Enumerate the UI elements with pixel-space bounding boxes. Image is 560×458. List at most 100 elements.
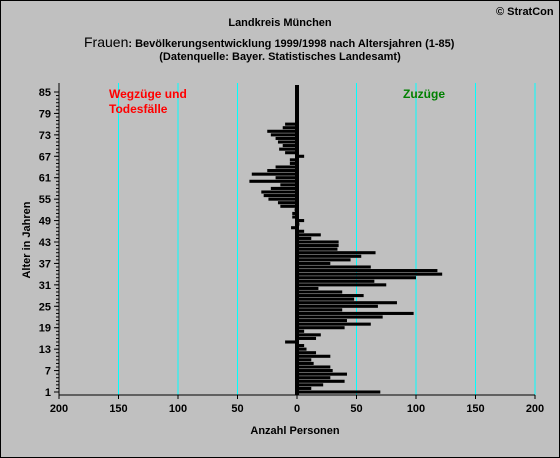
data-bar xyxy=(251,172,297,176)
y-tick-label: 49 xyxy=(39,216,51,228)
x-tick-label: 50 xyxy=(350,403,362,415)
y-tick-label: 55 xyxy=(39,194,51,206)
data-bar xyxy=(297,308,343,312)
data-bar xyxy=(280,204,297,208)
data-bar xyxy=(270,133,297,137)
data-bar xyxy=(270,186,297,190)
chart-subtitle: Frauen: Bevölkerungsentwicklung 1999/199… xyxy=(84,34,454,50)
data-bar xyxy=(297,336,317,340)
data-bar xyxy=(297,294,364,298)
data-bar xyxy=(297,311,414,315)
data-bar xyxy=(279,147,297,151)
data-bar xyxy=(297,265,371,269)
data-bar xyxy=(277,201,297,205)
subtitle-text: : Bevölkerungsentwicklung 1999/1998 nach… xyxy=(128,38,455,50)
data-bar xyxy=(297,297,355,301)
x-axis-label: Anzahl Personen xyxy=(250,425,340,437)
data-bar xyxy=(297,219,305,223)
x-tick-label: 200 xyxy=(50,403,68,415)
annotation-inflow: Zuzüge xyxy=(403,87,445,101)
data-bar xyxy=(263,194,297,198)
y-tick-label: 43 xyxy=(39,237,51,249)
data-bar xyxy=(297,244,339,248)
x-tick-label: 100 xyxy=(407,403,425,415)
x-tick-label: 50 xyxy=(231,403,243,415)
y-tick-label: 13 xyxy=(39,344,51,356)
data-bar xyxy=(297,386,312,390)
data-bar xyxy=(297,361,314,365)
y-tick-label: 1 xyxy=(45,387,51,399)
data-bar xyxy=(297,365,331,369)
data-bar xyxy=(297,240,339,244)
data-bar xyxy=(277,140,297,144)
data-bar xyxy=(297,276,416,280)
data-bar xyxy=(268,197,297,201)
x-tick-label: 150 xyxy=(109,403,127,415)
y-tick-label: 85 xyxy=(39,87,51,99)
chart-source: (Datenquelle: Bayer. Statistisches Lande… xyxy=(159,51,401,63)
y-tick-label: 19 xyxy=(39,323,51,335)
y-tick-label: 31 xyxy=(39,280,51,292)
data-bar xyxy=(297,354,331,358)
data-bar xyxy=(297,254,362,258)
data-bar xyxy=(275,176,297,180)
data-bar xyxy=(297,329,305,333)
data-bar xyxy=(297,269,438,273)
data-bar xyxy=(289,158,297,162)
data-bar xyxy=(297,379,345,383)
y-tick-label: 25 xyxy=(39,301,51,313)
chart-title: Landkreis München xyxy=(228,17,332,29)
data-bar xyxy=(297,326,345,330)
x-tick-label: 150 xyxy=(466,403,484,415)
data-bar xyxy=(275,136,297,140)
data-bar xyxy=(297,272,443,276)
y-tick-label: 37 xyxy=(39,258,51,270)
data-bar xyxy=(297,315,383,319)
data-bar xyxy=(297,290,343,294)
data-bar xyxy=(267,169,297,173)
data-bar xyxy=(261,190,297,194)
copyright-label: © StratCon xyxy=(496,6,554,18)
data-bar xyxy=(297,236,312,240)
data-bar xyxy=(297,383,324,387)
data-bar xyxy=(297,376,331,380)
data-bar xyxy=(297,358,312,362)
data-bar xyxy=(297,233,321,237)
annotation-outflow: Wegzüge und Todesfälle xyxy=(109,87,187,116)
data-bar xyxy=(297,301,397,305)
data-bar xyxy=(280,183,297,187)
data-bar xyxy=(297,283,387,287)
data-bar xyxy=(267,129,297,133)
data-bar xyxy=(297,351,317,355)
data-bar xyxy=(297,390,381,394)
data-bar xyxy=(297,251,376,255)
data-bar xyxy=(249,179,297,183)
data-bar xyxy=(297,319,347,323)
y-tick-label: 61 xyxy=(39,173,51,185)
data-bar xyxy=(289,161,297,165)
data-bar xyxy=(297,304,378,308)
x-tick-label: 100 xyxy=(169,403,187,415)
y-tick-label: 7 xyxy=(45,366,51,378)
data-bar xyxy=(297,247,338,251)
x-tick-label: 200 xyxy=(526,403,544,415)
data-bar xyxy=(297,322,371,326)
y-tick-label: 67 xyxy=(39,151,51,163)
data-bar xyxy=(275,165,297,169)
data-bar xyxy=(297,154,305,158)
data-bar xyxy=(297,261,331,265)
data-bar xyxy=(297,344,305,348)
data-bar xyxy=(282,144,297,148)
data-bar xyxy=(297,347,307,351)
data-bar xyxy=(285,340,297,344)
data-bar xyxy=(297,369,333,373)
data-bar xyxy=(297,279,375,283)
data-bar xyxy=(297,333,321,337)
data-bar xyxy=(297,229,305,233)
y-tick-label: 73 xyxy=(39,130,51,142)
data-bar xyxy=(297,372,347,376)
data-bar xyxy=(297,258,351,262)
subtitle-gender: Frauen xyxy=(84,34,129,50)
data-bar xyxy=(285,122,297,126)
